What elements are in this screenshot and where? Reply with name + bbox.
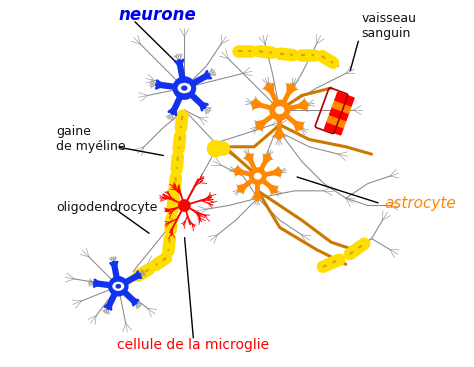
Circle shape — [250, 168, 266, 184]
Circle shape — [208, 141, 224, 157]
Text: gaine
de myéline: gaine de myéline — [56, 126, 126, 153]
FancyBboxPatch shape — [334, 91, 355, 107]
Text: cellule de la microglie: cellule de la microglie — [118, 338, 270, 352]
FancyBboxPatch shape — [327, 113, 347, 128]
Text: neurone: neurone — [118, 6, 196, 25]
Circle shape — [173, 77, 195, 99]
FancyBboxPatch shape — [324, 120, 344, 135]
Circle shape — [179, 200, 190, 211]
Text: vaisseau
sanguin: vaisseau sanguin — [361, 12, 416, 40]
Circle shape — [216, 142, 229, 155]
Circle shape — [270, 100, 290, 120]
Text: astrocyte: astrocyte — [384, 196, 456, 211]
Ellipse shape — [113, 282, 124, 290]
Ellipse shape — [276, 107, 284, 113]
FancyBboxPatch shape — [329, 106, 349, 121]
Ellipse shape — [255, 173, 261, 179]
Ellipse shape — [182, 86, 187, 90]
FancyBboxPatch shape — [332, 99, 352, 114]
Text: oligodendrocyte: oligodendrocyte — [56, 201, 157, 214]
Ellipse shape — [116, 284, 120, 288]
Circle shape — [109, 277, 128, 296]
Ellipse shape — [178, 84, 191, 92]
